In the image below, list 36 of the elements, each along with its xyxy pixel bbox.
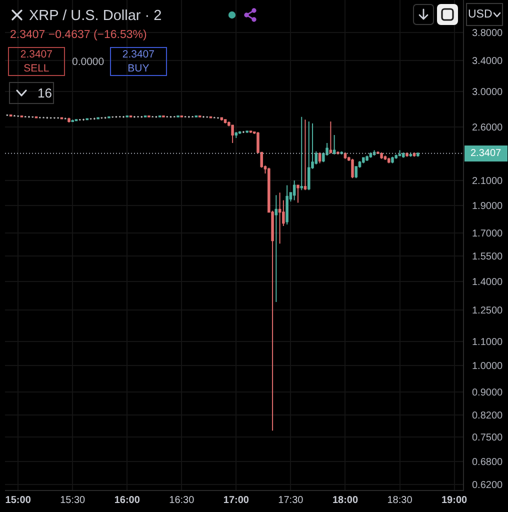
x-tick-label: 17:30 [278,495,304,506]
text: USD [468,8,492,20]
annotation: 16 [38,86,52,100]
x-tick-label: 18:00 [332,495,358,506]
x-tick-label: 19:00 [441,495,468,506]
y-tick-label: 3.8000 [472,28,504,40]
y-tick-label: 1.5500 [472,252,504,263]
x-tick-label: 16:00 [114,495,140,506]
y-tick-label: 3.4000 [472,56,504,67]
x-tick-label: 15:30 [60,495,86,506]
x-tick-label: 16:30 [169,495,195,506]
y-tick-label: 2.6000 [472,122,504,134]
y-tick-label: 0.9000 [472,387,504,398]
y-tick-label: 3.0000 [472,87,504,98]
annotation: 0.0000 [72,56,104,68]
annotation: BUY [128,62,150,74]
x-tick-label: 18:30 [387,495,413,506]
y-tick-label: 0.8200 [472,410,504,422]
y-tick-label: 1.2500 [472,305,504,316]
y-tick-label: 2.1000 [472,176,504,187]
text: XRP / U.S. Dollar · 2 [29,8,162,24]
y-tick-label: 1.7000 [472,228,504,240]
annotation: 2.3407 [20,48,53,61]
y-tick-label: 0.6200 [472,480,504,492]
y-tick-label: 1.9000 [472,200,504,212]
y-tick-label: 0.7500 [472,432,504,444]
annotation: SELL [24,62,50,74]
y-tick-label: 1.0000 [472,361,504,372]
annotation: 2.3407 [122,48,155,61]
y-tick-label: 0.6800 [472,457,504,468]
x-tick-label: 17:00 [223,495,250,506]
annotation: 2.3407 −0.4637 (−16.53%) [10,29,147,41]
y-tick-label: 1.4000 [472,277,504,288]
x-tick-label: 15:00 [5,495,32,506]
y-tick-label: 1.1000 [472,337,504,348]
ref-line-label: 2.3407 [470,148,502,159]
